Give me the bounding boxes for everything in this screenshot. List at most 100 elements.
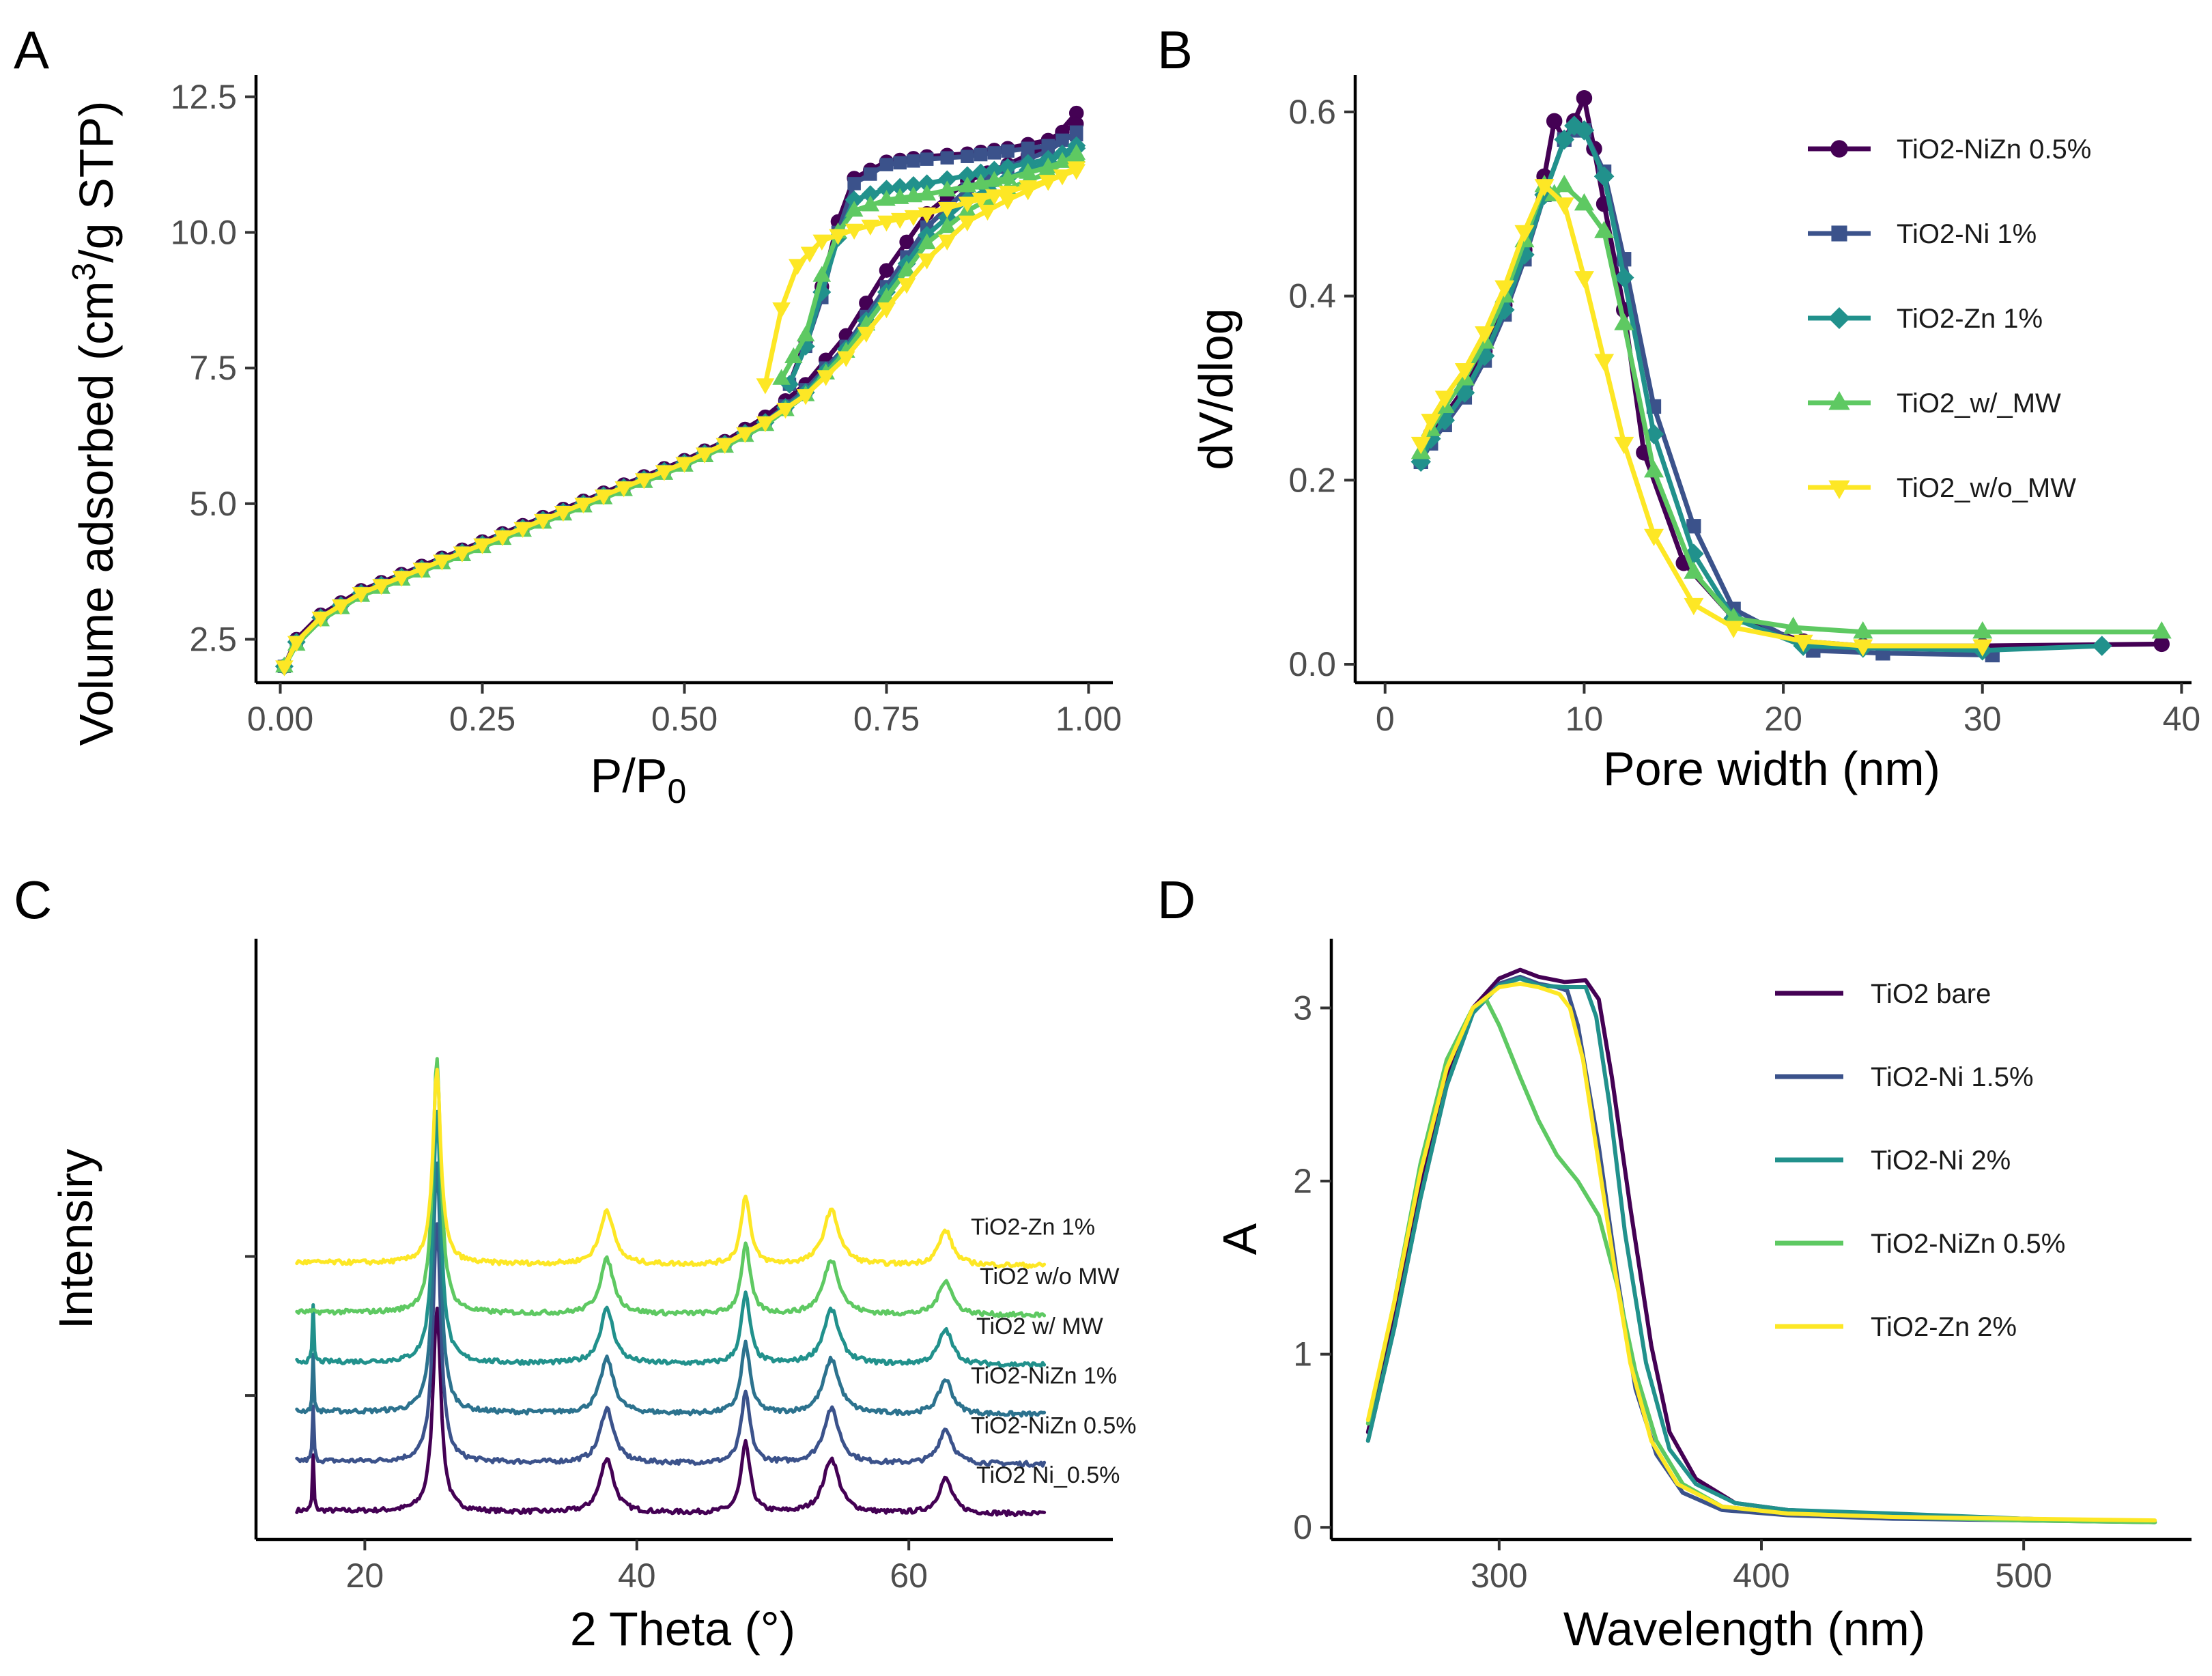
desorption-point [845, 223, 864, 240]
pore-size-point [1410, 436, 1431, 455]
panel-d-y-tick-label: 3 [1293, 989, 1312, 1027]
panel-d-legend: TiO2 bare TiO2-Ni 1.5% TiO2-Ni 2% TiO2-NiZn… [1775, 979, 2065, 1342]
panel-a-y-tick-label: 12.5 [171, 78, 237, 116]
desorption-point [864, 167, 877, 181]
pore-size-point [1594, 221, 1615, 238]
adsorption-point [473, 538, 492, 554]
desorption-point [796, 325, 815, 342]
desorption-point [1019, 180, 1037, 197]
panel-d-y-tick-label: 0 [1293, 1508, 1312, 1546]
adsorption-point [655, 465, 674, 481]
curve-label: TiO2-NiZn 1% [971, 1363, 1117, 1389]
adsorption-point [453, 546, 472, 563]
panel-b-x-tick-label: 40 [2163, 700, 2201, 738]
pore-size-point [1546, 113, 1563, 130]
desorption-point [937, 180, 956, 197]
adsorption-point [372, 579, 391, 595]
desorption-point [1055, 133, 1069, 147]
adsorption-point [311, 611, 330, 628]
desorption-point [998, 186, 1017, 202]
pore-size-point [1576, 89, 1593, 106]
panel-c-letter: C [14, 870, 52, 930]
pore-size-point [1686, 519, 1701, 534]
desorption-point [893, 156, 907, 170]
pore-size-point [1593, 166, 1615, 187]
adsorption-line [281, 165, 1079, 669]
desorption-point [756, 378, 775, 395]
pore-size-point [1644, 460, 1664, 478]
desorption-point [958, 196, 977, 213]
desorption-point [918, 207, 936, 224]
panel-d-marks [1365, 967, 2157, 1524]
legend-label: TiO2-Ni 1.5% [1871, 1062, 2034, 1092]
panel-b-x-tick-label: 10 [1565, 700, 1604, 738]
absorbance-line [1365, 976, 2157, 1524]
desorption-point [1053, 152, 1072, 168]
curve-label: TiO2-NiZn 0.5% [971, 1412, 1136, 1438]
legend-label: TiO2-NiZn 0.5% [1897, 134, 2091, 165]
pore-size-point [1454, 363, 1475, 381]
adsorption-point [534, 513, 552, 530]
panel-c-x-tick-label: 60 [890, 1557, 928, 1595]
pore-size-point [1684, 597, 1704, 616]
panel-a-axes: 0.00 0.25 0.50 0.75 1.00 2.5 5.0 7.5 10.0 12.5 [171, 75, 1122, 738]
isotherm-series [275, 161, 1086, 677]
adsorption-point [412, 563, 431, 579]
pore-size-point [1421, 414, 1441, 431]
panel-a: A 0.00 0.25 0.50 0.75 1.002.55.07.510.012.5 … [14, 20, 1122, 810]
legend-label: TiO2-Zn 2% [1871, 1312, 2017, 1342]
pore-size-point [1783, 616, 1804, 634]
desorption-point [1019, 162, 1037, 179]
desorption-point [890, 212, 909, 229]
panel-b-letter: B [1157, 20, 1193, 80]
xrd-pattern-line [295, 1306, 1047, 1518]
desorption-point [904, 210, 923, 227]
pore-size-point [2153, 636, 2170, 653]
desorption-point [877, 215, 896, 232]
panel-d-y-tick-label: 2 [1293, 1162, 1312, 1200]
desorption-point [845, 201, 864, 217]
adsorption-point [513, 522, 532, 539]
adsorption-point [756, 416, 775, 433]
legend-marker [1831, 225, 1847, 242]
legend-marker [1830, 140, 1848, 158]
desorption-point [772, 302, 791, 319]
panel-c-x-axis-title: 2 Theta (°) [570, 1602, 795, 1656]
pore-size-point [2091, 636, 2112, 656]
panel-b-y-tick-label: 0.2 [1288, 461, 1336, 499]
desorption-point [918, 184, 936, 201]
desorption-point [1001, 144, 1015, 158]
desorption-point [784, 347, 803, 363]
desorption-point [788, 259, 807, 275]
desorption-point [974, 147, 988, 162]
desorption-point [940, 151, 954, 165]
panel-b-legend: TiO2-NiZn 0.5% TiO2-Ni 1% TiO2-Zn 1% TiO2_w… [1808, 134, 2091, 503]
pore-size-point [1972, 639, 1993, 657]
adsorption-point [857, 326, 876, 343]
panel-b-y-tick-label: 0.6 [1288, 93, 1336, 131]
adsorption-point [574, 498, 593, 514]
panel-a-marks [274, 105, 1086, 677]
desorption-point [1021, 141, 1035, 156]
desorption-point [937, 201, 956, 218]
panel-c-axes: 20 40 60 [245, 939, 1113, 1595]
legend-label: TiO2-Ni 2% [1871, 1146, 2011, 1176]
adsorption-point [614, 481, 633, 498]
pore-size-point [1434, 390, 1455, 408]
desorption-point [961, 150, 974, 163]
panel-b-y-tick-label: 0.0 [1288, 645, 1336, 683]
pore-size-point [1614, 436, 1634, 455]
desorption-point [985, 189, 1004, 205]
pore-size-point [1644, 528, 1664, 547]
xrd-pattern-line [295, 1068, 1047, 1269]
desorption-point [812, 266, 832, 282]
panel-b-y-tick-label: 0.4 [1288, 277, 1336, 315]
desorption-point [1041, 139, 1055, 153]
legend-marker [1828, 307, 1851, 330]
adsorption-point [332, 599, 350, 616]
pore-size-point [1574, 120, 1595, 141]
panel-b-axes: 0 10 20 30 40 0.0 0.2 0.4 0.6 [1288, 75, 2200, 738]
legend-label: TiO2_w/o_MW [1897, 473, 2076, 503]
adsorption-point [879, 263, 894, 278]
